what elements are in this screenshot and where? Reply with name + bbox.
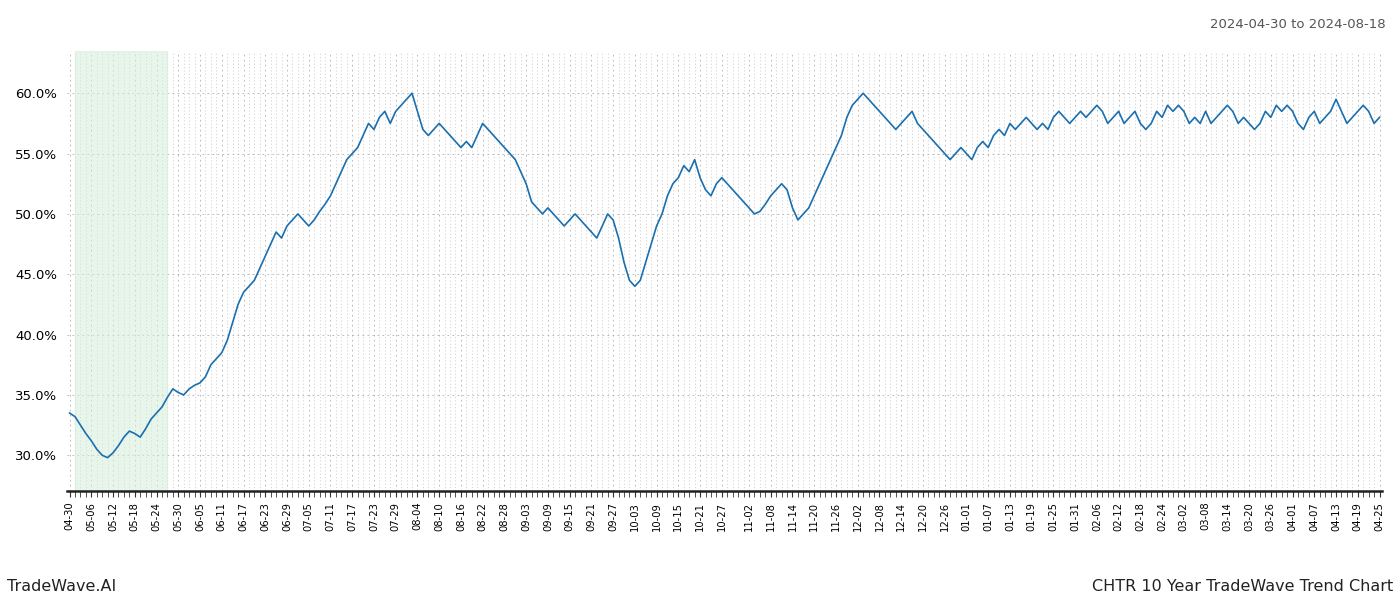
Bar bbox=[76, 51, 168, 491]
Text: TradeWave.AI: TradeWave.AI bbox=[7, 579, 116, 594]
Text: CHTR 10 Year TradeWave Trend Chart: CHTR 10 Year TradeWave Trend Chart bbox=[1092, 579, 1393, 594]
Text: 2024-04-30 to 2024-08-18: 2024-04-30 to 2024-08-18 bbox=[1211, 18, 1386, 31]
